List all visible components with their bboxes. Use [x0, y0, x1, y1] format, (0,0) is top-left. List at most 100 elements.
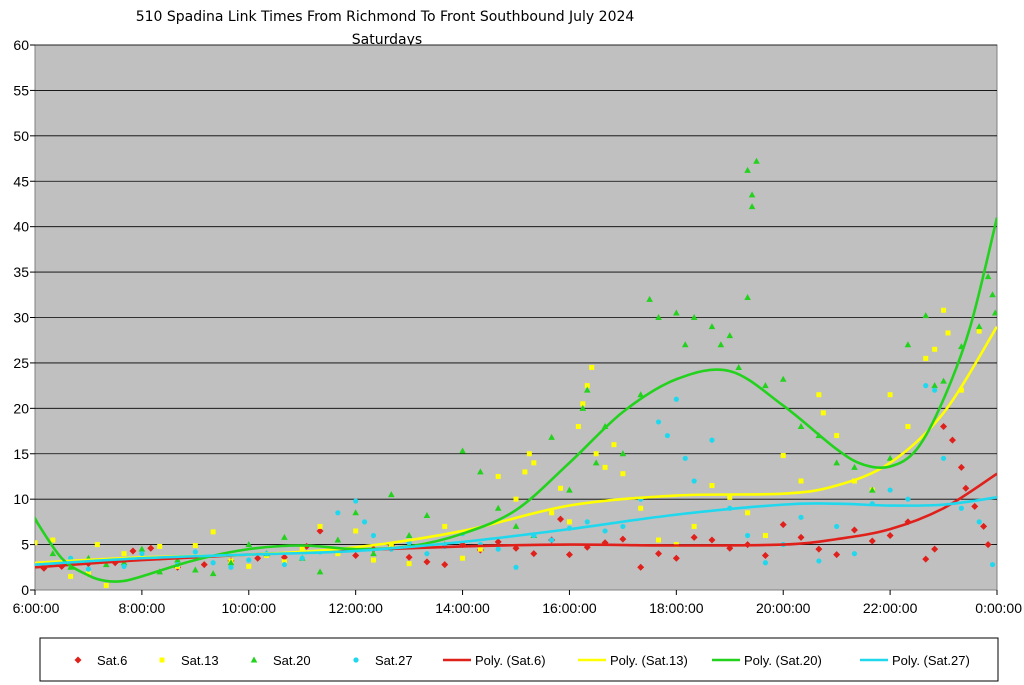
data-point-sat-13 — [709, 483, 715, 489]
data-point-sat-27 — [299, 555, 305, 561]
y-tick-label: 55 — [13, 82, 29, 98]
data-point-sat-27 — [851, 551, 858, 557]
data-point-sat-27 — [584, 519, 590, 525]
data-point-sat-20 — [744, 166, 751, 173]
data-point-sat-13 — [526, 451, 532, 457]
data-point-sat-6 — [441, 561, 449, 569]
legend-label: Poly. (Sat.27) — [892, 653, 970, 668]
data-point-sat-20 — [459, 447, 466, 454]
data-point-sat-20 — [227, 559, 235, 566]
data-point-sat-20 — [281, 533, 288, 540]
y-tick-label: 20 — [13, 400, 29, 416]
data-point-sat-13 — [602, 464, 608, 470]
data-point-sat-27 — [139, 551, 145, 557]
data-point-sat-6 — [931, 545, 939, 553]
trendlines — [35, 217, 997, 583]
data-point-sat-13 — [388, 543, 394, 549]
data-point-sat-27 — [281, 561, 288, 568]
data-point-sat-27 — [335, 510, 341, 516]
data-point-sat-20 — [931, 382, 938, 389]
y-tick-label: 60 — [13, 37, 29, 53]
x-tick-label: 22:00:00 — [863, 600, 918, 616]
x-tick-label: 18:00:00 — [649, 600, 704, 616]
legend-marker — [250, 656, 258, 663]
data-point-sat-13 — [656, 537, 662, 543]
data-point-sat-13 — [495, 473, 501, 479]
data-point-sat-27 — [887, 487, 893, 493]
data-point-sat-27 — [246, 557, 252, 563]
data-point-sat-13 — [620, 471, 626, 477]
data-point-sat-13 — [192, 542, 198, 548]
data-point-sat-20 — [334, 536, 342, 543]
data-point-sat-20 — [748, 203, 756, 210]
data-point-sat-13 — [94, 542, 100, 548]
data-point-sat-13 — [522, 469, 528, 475]
data-point-sat-20 — [744, 294, 751, 301]
y-tick-label: 45 — [13, 173, 29, 189]
data-point-sat-6 — [672, 554, 680, 562]
data-point-sat-27 — [940, 455, 947, 461]
data-point-sat-20 — [991, 309, 997, 316]
legend-entries: Sat.6 Sat.13 Sat.20 Sat.27 Poly. (Sat.6) Poly… — [74, 653, 970, 668]
legend-label: Poly. (Sat.6) — [475, 653, 546, 668]
data-point-sat-27 — [210, 560, 216, 566]
data-point-sat-20 — [984, 273, 992, 280]
data-point-sat-20 — [681, 341, 689, 348]
data-point-sat-27 — [664, 432, 671, 439]
data-point-sat-27 — [932, 387, 938, 393]
data-point-sat-6 — [948, 436, 956, 444]
data-point-sat-20 — [726, 332, 734, 339]
data-point-sat-27 — [495, 546, 501, 552]
data-point-sat-20 — [494, 504, 502, 511]
data-point-sat-20 — [316, 568, 324, 575]
data-point-sat-27 — [816, 558, 822, 564]
x-tick-label: 12:00:00 — [328, 600, 383, 616]
data-point-sat-13 — [976, 328, 982, 334]
data-point-sat-13 — [460, 555, 466, 561]
data-point-sat-13 — [566, 519, 572, 525]
data-point-sat-13 — [762, 533, 768, 538]
data-point-sat-6 — [352, 551, 360, 559]
data-point-sat-6 — [850, 526, 858, 534]
data-point-sat-13 — [816, 392, 822, 398]
trendline-poly-sat-27 — [35, 496, 997, 566]
legend — [39, 637, 999, 682]
data-point-sat-13 — [691, 523, 697, 529]
data-point-sat-6 — [922, 555, 930, 563]
data-point-sat-20 — [370, 550, 377, 557]
data-point-sat-20 — [405, 532, 413, 538]
data-point-sat-20 — [646, 295, 653, 302]
data-point-sat-27 — [655, 419, 662, 425]
data-point-sat-20 — [904, 341, 912, 348]
data-point-sat-27 — [834, 523, 840, 530]
data-point-sat-13 — [575, 424, 581, 429]
data-point-sat-13 — [941, 307, 947, 313]
data-point-sat-20 — [637, 391, 645, 398]
data-point-sat-6 — [971, 502, 979, 510]
x-tick-label: 8:00:00 — [119, 600, 166, 616]
y-tick-label: 30 — [13, 310, 29, 326]
data-point-sat-13 — [513, 496, 519, 502]
data-point-sat-13 — [50, 537, 56, 543]
data-point-sat-13 — [589, 364, 595, 370]
data-point-sat-27 — [228, 564, 234, 570]
data-point-sat-6 — [494, 538, 502, 546]
data-point-sat-20 — [922, 312, 930, 319]
data-point-sat-13 — [35, 540, 38, 546]
data-point-sat-20 — [779, 375, 787, 382]
trendline-poly-sat-20 — [35, 217, 997, 583]
y-tick-label: 35 — [13, 264, 29, 280]
data-point-sat-6 — [530, 550, 538, 558]
data-point-sat-13 — [442, 523, 448, 529]
data-point-sat-27 — [549, 537, 555, 543]
data-point-sat-13 — [210, 529, 216, 535]
data-point-sat-20 — [49, 550, 57, 557]
data-point-sat-20 — [138, 545, 146, 552]
chart-subtitle: Saturdays — [352, 32, 422, 48]
data-point-sat-13 — [932, 346, 938, 352]
data-point-sat-20 — [423, 512, 431, 519]
data-point-sat-27 — [691, 478, 697, 484]
x-tick-label: 0:00:00 — [975, 600, 1022, 616]
data-point-sat-13 — [281, 559, 287, 565]
data-point-sat-20 — [592, 459, 600, 466]
